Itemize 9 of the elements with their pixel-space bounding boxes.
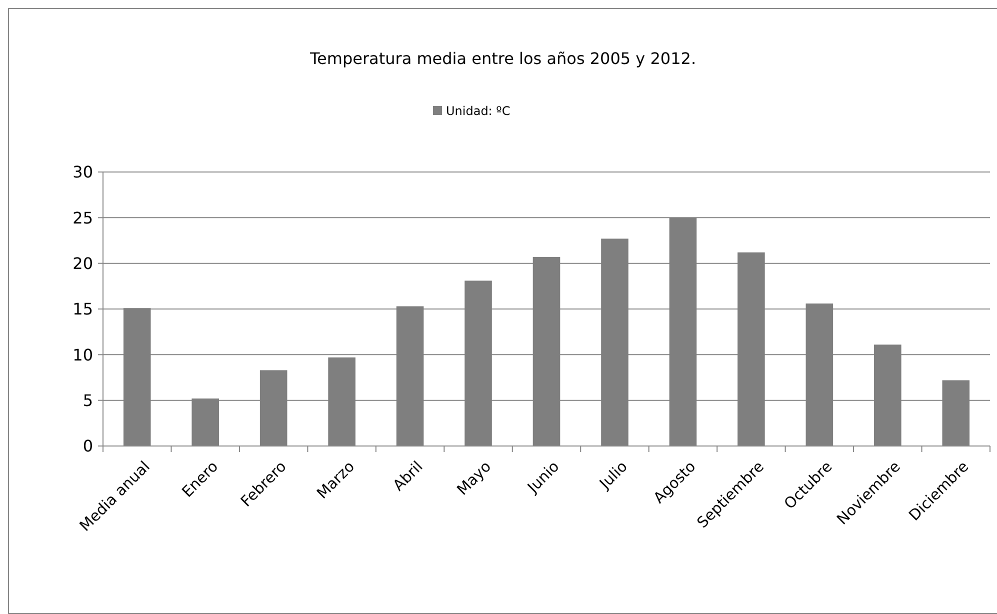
legend-label: Unidad: ºC (446, 104, 510, 118)
y-tick-label: 10 (72, 345, 93, 364)
chart-title: Temperatura media entre los años 2005 y 2012. (308, 49, 696, 68)
y-tick-label: 25 (72, 208, 93, 228)
y-tick-label: 20 (72, 254, 93, 273)
y-tick-label: 0 (82, 436, 93, 456)
y-tick-label: 5 (82, 390, 93, 410)
y-tick-label: 15 (72, 300, 93, 319)
y-tick-label: 30 (72, 162, 93, 182)
